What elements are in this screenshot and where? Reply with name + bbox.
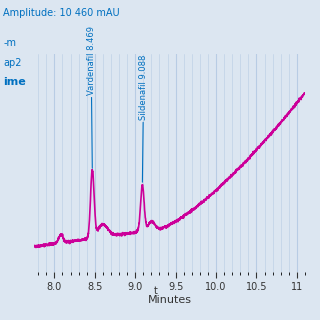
Text: Vardenafil 8.469: Vardenafil 8.469 [87, 26, 96, 95]
Text: Sildenafil 9.088: Sildenafil 9.088 [139, 54, 148, 120]
X-axis label: Minutes: Minutes [148, 295, 192, 305]
Text: -m: -m [3, 38, 16, 48]
Text: ap2: ap2 [3, 58, 22, 68]
Text: ime: ime [3, 77, 26, 87]
Text: t: t [154, 286, 157, 296]
Text: Amplitude: 10 460 mAU: Amplitude: 10 460 mAU [3, 8, 120, 18]
